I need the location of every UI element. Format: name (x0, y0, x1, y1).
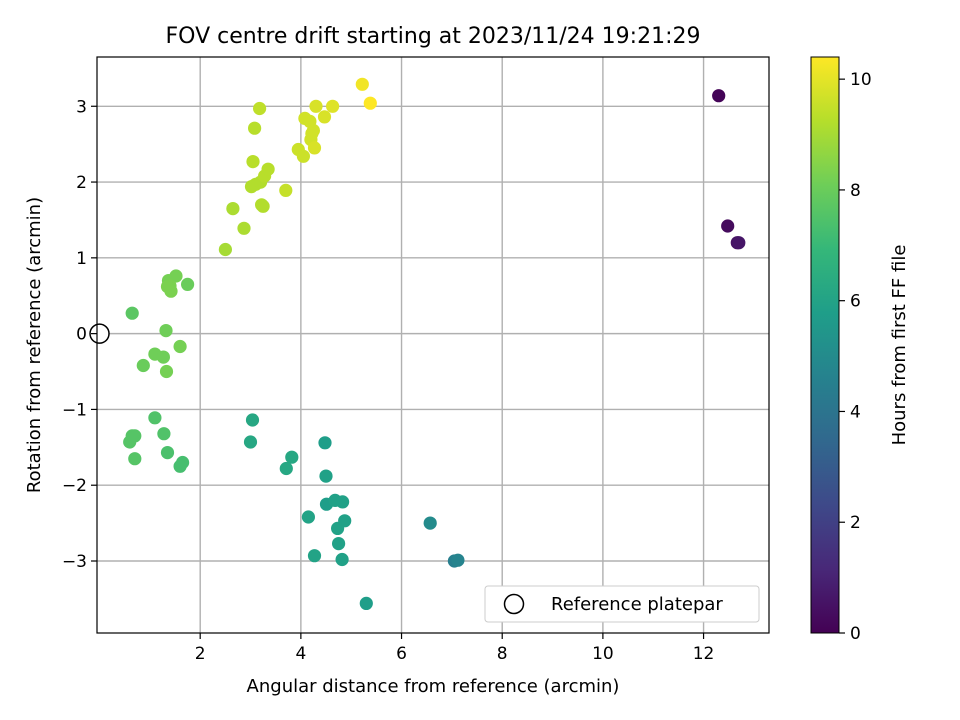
scatter-point (169, 269, 183, 283)
y-tick-label: −1 (62, 400, 87, 420)
scatter-point (326, 99, 340, 113)
x-tick-label: 10 (592, 644, 614, 664)
scatter-point (363, 96, 377, 110)
y-tick-label: 0 (76, 325, 87, 345)
x-tick-label: 8 (497, 644, 508, 664)
scatter-points (123, 77, 746, 611)
scatter-point (160, 446, 175, 460)
scatter-point (307, 141, 322, 155)
scatter-point (423, 516, 437, 530)
scatter-point (256, 199, 270, 213)
legend-label-reference: Reference platepar (551, 594, 723, 615)
scatter-point (332, 537, 346, 551)
scatter-point (307, 549, 322, 563)
colorbar (810, 56, 840, 634)
scatter-point (253, 101, 267, 116)
scatter-point (125, 306, 139, 320)
scatter-point (156, 350, 170, 364)
y-axis-ticks: −3 −2 −1 0 1 2 3 (62, 97, 97, 572)
scatter-point (128, 452, 142, 466)
scatter-point (318, 436, 332, 450)
grid-lines (97, 57, 769, 633)
y-axis-label: Rotation from reference (arcmin) (24, 197, 45, 493)
x-axis-ticks: 2 4 6 8 10 12 (195, 633, 715, 664)
plot-frame (96, 56, 770, 634)
legend-marker-reference (503, 593, 525, 615)
colorbar-tick-label: 6 (850, 292, 861, 312)
y-tick-label: 3 (76, 97, 87, 117)
scatter-point (243, 435, 258, 449)
colorbar-tick-label: 4 (850, 402, 861, 422)
scatter-point (319, 469, 333, 483)
scatter-point (173, 459, 187, 473)
scatter-point (317, 110, 332, 124)
scatter-point (732, 236, 746, 250)
colorbar-tick-label: 2 (850, 513, 861, 533)
scatter-point (279, 461, 293, 476)
scatter-point (218, 242, 232, 257)
scatter-point (261, 162, 275, 176)
scatter-point (159, 364, 174, 379)
y-tick-label: 1 (76, 249, 87, 269)
chart-title: FOV centre drift starting at 2023/11/24 … (166, 24, 701, 49)
colorbar-ticks: 0 2 4 6 8 10 (839, 70, 872, 644)
reference-marker-layer (89, 323, 110, 344)
y-tick-label: −3 (62, 552, 87, 572)
scatter-point (296, 149, 310, 163)
scatter-point (301, 510, 315, 524)
colorbar-label: Hours from first FF file (889, 245, 910, 446)
scatter-point (136, 358, 150, 373)
scatter-point (336, 495, 350, 509)
scatter-point (303, 114, 317, 128)
scatter-point (226, 202, 240, 216)
y-tick-label: 2 (76, 173, 87, 193)
scatter-point (721, 219, 735, 233)
scatter-point (246, 155, 260, 169)
scatter-point (181, 277, 195, 291)
legend-box (484, 585, 760, 623)
reference-platepar-marker (89, 323, 110, 344)
scatter-point (164, 284, 178, 298)
scatter-point (248, 121, 262, 135)
colorbar-tick-label: 10 (850, 70, 872, 90)
scatter-point (712, 89, 726, 103)
y-tick-label: −2 (62, 476, 87, 496)
scatter-point (157, 427, 171, 441)
x-tick-label: 2 (195, 644, 206, 664)
scatter-point (279, 183, 293, 197)
scatter-point (245, 413, 260, 427)
scatter-point (359, 596, 373, 611)
scatter-point (335, 552, 349, 567)
scatter-point (173, 339, 187, 354)
colorbar-tick-label: 0 (850, 624, 861, 644)
scatter-point (355, 77, 369, 91)
x-tick-label: 6 (396, 644, 407, 664)
legend: Reference platepar (484, 585, 760, 623)
scatter-point (338, 514, 352, 528)
scatter-point (309, 99, 323, 113)
scatter-point (451, 553, 465, 567)
x-tick-label: 12 (693, 644, 715, 664)
scatter-point (148, 411, 162, 425)
colorbar-tick-label: 8 (850, 181, 861, 201)
x-tick-label: 4 (295, 644, 306, 664)
x-axis-label: Angular distance from reference (arcmin) (247, 676, 620, 697)
scatter-point (285, 450, 299, 464)
scatter-point (159, 324, 173, 338)
scatter-point (123, 435, 137, 449)
scatter-point (237, 221, 251, 235)
